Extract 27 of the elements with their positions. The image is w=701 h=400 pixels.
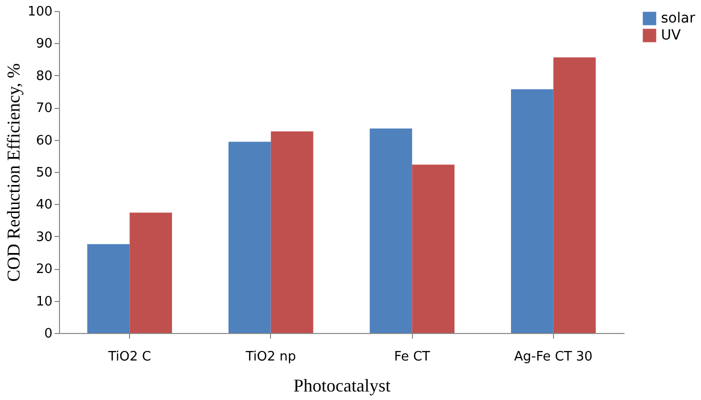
y-tick-label: 10 (36, 294, 52, 310)
y-tick-label: 40 (36, 198, 52, 213)
y-tick-label: 50 (36, 166, 52, 180)
legend-label: UV (661, 28, 682, 44)
x-tick-label: Ag-Fe CT 30 (514, 350, 593, 364)
x-tick-label: TiO2 C (107, 350, 152, 364)
bar (553, 57, 596, 333)
x-tick-label: TiO2 np (244, 350, 296, 364)
y-tick-label: 20 (36, 262, 52, 278)
bar (412, 164, 454, 333)
bar (130, 212, 172, 333)
y-tick-label: 100 (28, 4, 52, 20)
y-tick-label: 0 (44, 326, 52, 342)
bar (511, 89, 554, 333)
y-tick-label: 60 (36, 133, 52, 148)
y-axis-title: COD Reduction Efficiency, % (4, 63, 24, 282)
bar (87, 244, 130, 333)
y-tick-label: 30 (36, 230, 52, 245)
y-tick-label: 70 (36, 101, 52, 116)
x-axis-title: Photocatalyst (294, 376, 390, 396)
y-tick-label: 80 (36, 68, 52, 84)
y-tick-label: 90 (36, 36, 52, 52)
bar (370, 128, 412, 333)
x-tick-label: Fe CT (394, 350, 430, 364)
bar (228, 142, 271, 333)
bar (270, 131, 314, 333)
legend-label: solar (661, 10, 696, 26)
